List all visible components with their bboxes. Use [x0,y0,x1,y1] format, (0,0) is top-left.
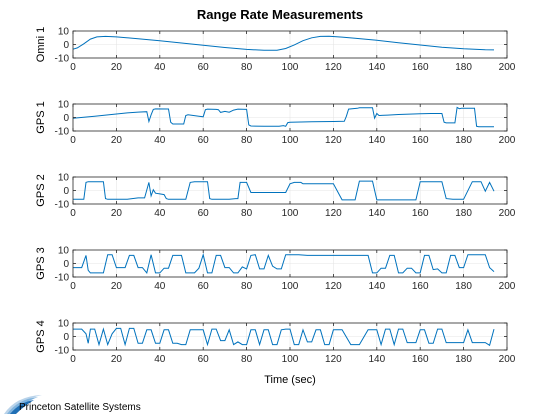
x-tick-label: 40 [154,208,166,219]
x-tick-label: 140 [368,281,385,292]
x-tick-label: 120 [325,62,342,73]
x-tick-label: 200 [499,281,516,292]
x-tick-label: 20 [111,208,123,219]
x-tick-label: 100 [282,354,299,365]
x-tick-label: 40 [154,135,166,146]
y-tick-label: 10 [58,173,70,184]
x-tick-label: 60 [198,208,210,219]
x-tick-label: 200 [499,62,516,73]
x-tick-label: 80 [241,135,253,146]
series-line [72,106,494,128]
x-tick-label: 20 [111,62,123,73]
x-tick-label: 100 [282,135,299,146]
y-tick-label: 10 [58,246,70,257]
x-tick-label: 200 [499,208,516,219]
x-tick-label: 40 [154,281,166,292]
series-line [73,180,495,201]
x-tick-label: 0 [70,135,76,146]
x-tick-label: 200 [499,354,516,365]
series-line [72,35,495,51]
x-tick-label: 80 [241,281,253,292]
psslogo-icon [4,395,42,414]
x-tick-label: 120 [325,281,342,292]
y-tick-label: 0 [63,40,69,51]
x-tick-label: 80 [241,354,253,365]
y-axis-label: GPS 2 [35,174,47,206]
x-tick-label: 120 [325,354,342,365]
x-tick-label: 60 [198,62,210,73]
x-tick-label: 160 [412,354,429,365]
y-axis-label: GPS 1 [35,101,47,133]
x-tick-label: 180 [455,135,472,146]
x-tick-label: 160 [412,135,429,146]
x-tick-label: 60 [198,354,210,365]
x-tick-label: 180 [455,354,472,365]
x-tick-label: 160 [412,62,429,73]
x-tick-label: 140 [368,62,385,73]
y-tick-label: 10 [58,100,70,111]
y-tick-label: 0 [63,186,69,197]
x-tick-label: 100 [282,62,299,73]
x-tick-label: 160 [412,208,429,219]
x-tick-label: 200 [499,135,516,146]
x-tick-label: 120 [325,208,342,219]
x-tick-label: 120 [325,135,342,146]
x-tick-label: 20 [111,281,123,292]
x-axis-label: Time (sec) [264,374,316,386]
y-axis-label: GPS 3 [35,247,47,279]
x-tick-label: 20 [111,354,123,365]
x-tick-label: 40 [154,354,166,365]
y-tick-label: 0 [63,113,69,124]
x-tick-label: 180 [455,208,472,219]
y-tick-label: -10 [55,346,70,357]
x-tick-label: 160 [412,281,429,292]
y-tick-label: 10 [58,27,70,38]
y-tick-label: 0 [63,259,69,270]
x-tick-label: 60 [198,135,210,146]
x-tick-label: 0 [70,208,76,219]
x-tick-label: 60 [198,281,210,292]
x-tick-label: 140 [368,354,385,365]
y-tick-label: -10 [55,54,70,65]
x-tick-label: 80 [241,62,253,73]
x-tick-label: 80 [241,208,253,219]
x-tick-label: 0 [70,354,76,365]
y-axis-label: GPS 4 [35,320,47,352]
x-tick-label: 0 [70,281,76,292]
x-tick-label: 100 [282,281,299,292]
series-line [73,252,495,274]
y-tick-label: -10 [55,200,70,211]
x-tick-label: 20 [111,135,123,146]
chart-title: Range Rate Measurements [197,7,363,22]
x-tick-label: 0 [70,62,76,73]
series-line [73,327,495,347]
y-tick-label: -10 [55,273,70,284]
x-tick-label: 40 [154,62,166,73]
x-tick-label: 140 [368,135,385,146]
x-tick-label: 180 [455,62,472,73]
x-tick-label: 140 [368,208,385,219]
y-axis-label: Omni 1 [35,27,47,62]
logo-text: Princeton Satellite Systems [19,402,141,413]
y-tick-label: 10 [58,319,70,330]
y-tick-label: 0 [63,332,69,343]
x-tick-label: 100 [282,208,299,219]
x-tick-label: 180 [455,281,472,292]
y-tick-label: -10 [55,127,70,138]
